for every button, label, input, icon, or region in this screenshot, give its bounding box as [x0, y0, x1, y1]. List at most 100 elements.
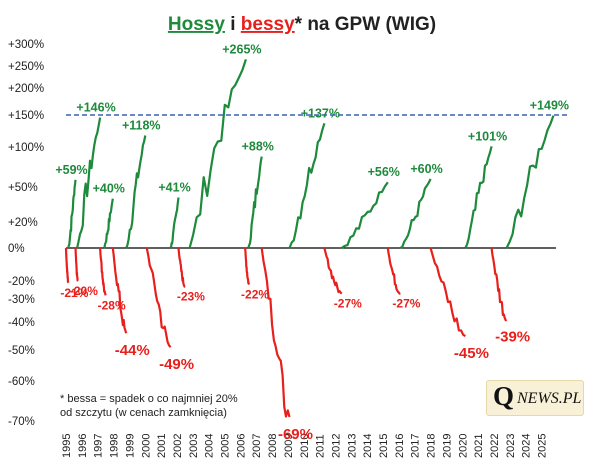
x-tick-label: 2009 [283, 434, 295, 458]
x-axis-ticks: 1995 1996 1997 1998 1999 2000 2001 2002 2003 2004… [61, 434, 549, 458]
bear-label-5: -23% [177, 289, 205, 303]
bull-label-6: +88% [242, 140, 274, 154]
bull-label-8: +56% [368, 165, 400, 179]
y-tick-label: +100% [8, 142, 44, 154]
bull-market-line-10 [464, 146, 493, 249]
bear-market-line-8 [323, 247, 343, 295]
x-tick-label: 2012 [330, 434, 342, 458]
bull-label-10: +101% [468, 129, 507, 143]
bull-label-3: +118% [122, 118, 161, 132]
y-tick-label: 0% [8, 243, 25, 255]
x-tick-label: 2016 [394, 434, 406, 458]
bull-market-line-4 [169, 197, 180, 249]
footnote-line-1: * bessa = spadek o co najmniej 20% [60, 393, 238, 405]
bear-label-1: -20% [70, 284, 98, 298]
x-tick-label: 2002 [172, 434, 184, 458]
bear-label-0: -21% [60, 286, 88, 300]
x-tick-label: 2023 [505, 434, 517, 458]
title-part-3: * na GPW (WIG) [295, 14, 436, 35]
footnote-line-2: od szczytu (w cenach zamknięcia) [60, 407, 227, 419]
x-tick-label: 2008 [267, 434, 279, 458]
y-axis-ticks: +300% +250% +200% +150% +100% +50% +20% 0% -20% -… [8, 39, 44, 428]
y-tick-label: -50% [8, 345, 35, 357]
x-tick-label: 2007 [251, 434, 263, 458]
bull-label-5: +265% [222, 42, 261, 56]
x-tick-label: 1996 [77, 434, 89, 458]
bull-market-line-8 [341, 181, 389, 249]
chart-title: Hossy i bessy* na GPW (WIG) [168, 14, 436, 35]
y-tick-label: +250% [8, 61, 44, 73]
x-tick-label: 2006 [235, 434, 247, 458]
bear-market-line-0 [64, 247, 70, 284]
bull-market-line-0 [67, 179, 77, 249]
bull-market-line-11 [505, 115, 555, 249]
x-tick-label: 2011 [315, 434, 327, 458]
y-tick-label: -30% [8, 294, 35, 306]
x-tick-label: 1997 [93, 434, 105, 458]
bear-label-2: -28% [98, 298, 126, 312]
y-tick-label: -40% [8, 317, 35, 329]
logo-text: NEWS.PL [517, 390, 582, 407]
bull-label-4: +41% [158, 181, 190, 195]
y-tick-label: -60% [8, 376, 35, 388]
bull-market-line-5 [188, 59, 247, 249]
x-tick-label: 2021 [473, 434, 485, 458]
x-tick-label: 2001 [156, 434, 168, 458]
bull-market-line-9 [399, 178, 432, 249]
qnews-logo: Q NEWS.PL [486, 380, 584, 416]
x-tick-label: 1998 [109, 434, 121, 458]
bear-label-3: -44% [115, 342, 150, 359]
title-part-1: i [225, 14, 241, 35]
y-tick-label: +20% [8, 217, 38, 229]
x-tick-label: 2005 [220, 434, 232, 458]
x-tick-label: 2022 [489, 434, 501, 458]
x-tick-label: 2003 [188, 434, 200, 458]
x-tick-label: 2014 [362, 434, 374, 458]
bear-label-4: -49% [159, 356, 194, 373]
x-tick-label: 1995 [61, 434, 73, 458]
x-tick-label: 2025 [537, 434, 549, 458]
bear-label-8: -27% [334, 297, 362, 311]
x-tick-label: 2013 [346, 434, 358, 458]
series-lines [64, 59, 555, 418]
bull-label-11: +149% [530, 99, 569, 113]
bull-label-0: +59% [55, 163, 87, 177]
x-tick-label: 2000 [140, 434, 152, 458]
bear-market-line-6 [244, 247, 251, 286]
bear-label-9: -27% [392, 297, 420, 311]
bear-market-line-11 [490, 247, 508, 322]
bull-market-line-1 [76, 117, 102, 249]
y-tick-label: -70% [8, 416, 35, 428]
bull-label-1: +146% [76, 101, 115, 115]
logo-q: Q [493, 381, 515, 411]
y-tick-label: +50% [8, 182, 38, 194]
bull-market-line-7 [288, 122, 326, 249]
x-tick-label: 2010 [299, 434, 311, 458]
title-part-0: Hossy [168, 14, 225, 35]
bull-label-2: +40% [93, 182, 125, 196]
bear-market-line-2 [99, 247, 107, 296]
bear-market-line-10 [429, 247, 466, 337]
y-tick-label: +200% [8, 83, 44, 95]
x-tick-label: 2015 [378, 434, 390, 458]
segment-labels: +59% +146% +40% +118% +41% +265% +88% +137% +56%… [55, 42, 569, 443]
bull-label-7: +137% [301, 106, 340, 120]
bull-market-line-3 [125, 135, 147, 249]
y-tick-label: +300% [8, 39, 44, 51]
bear-label-11: -39% [495, 329, 530, 346]
bull-market-line-6 [247, 156, 263, 249]
bear-market-line-7 [260, 247, 291, 418]
x-tick-label: 2020 [457, 434, 469, 458]
title-part-2: bessy [241, 14, 295, 35]
bear-market-line-3 [111, 247, 128, 334]
x-tick-label: 2018 [426, 434, 438, 458]
bear-label-7: -69% [278, 426, 313, 443]
x-tick-label: 2019 [441, 434, 453, 458]
x-tick-label: 1999 [124, 434, 136, 458]
x-tick-label: 2004 [204, 434, 216, 458]
bull-label-9: +60% [410, 162, 442, 176]
bear-market-line-5 [177, 247, 186, 288]
y-tick-label: -20% [8, 276, 35, 288]
bear-label-6: -22% [241, 288, 269, 302]
